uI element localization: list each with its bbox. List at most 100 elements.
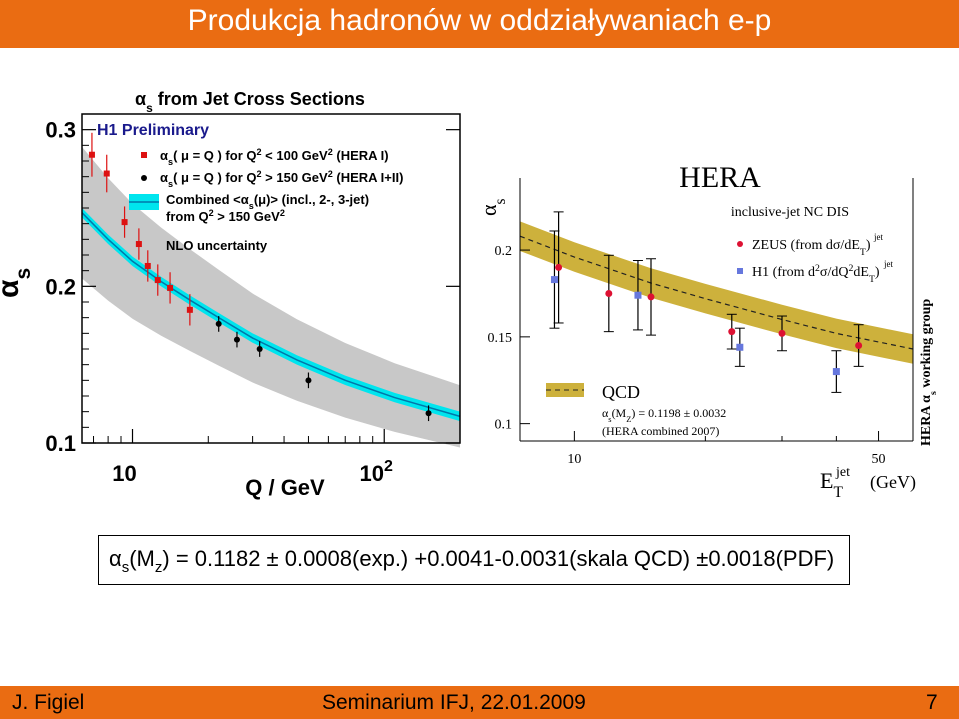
right-point-h1 [832,368,840,376]
hera-subtitle: inclusive-jet NC DIS [731,205,849,220]
legend-text-combined: Combined <αs(μ)> (incl., 2-, 3-jet) [166,192,369,211]
right-x-axis-label-sup: jet [835,465,850,480]
formula-open: (M [129,546,155,571]
left-y-axis-label: αs [0,268,35,298]
qcd-legend-note: (HERA combined 2007) [602,424,719,438]
left-y-axis-label-part: s [12,268,35,280]
right-point-h1 [550,276,558,284]
left-ytick-label: 0.3 [45,118,76,143]
right-x-axis-label-part: T [833,484,843,501]
left-chart-title-part: α [135,89,146,109]
legend-text-hera1-part: 2 [257,147,262,157]
right-x-axis-label-part: E [820,468,833,493]
legend-text-h1-part: H1 [752,265,773,280]
hera-title: HERA [679,161,761,194]
left-xtick-sup: 2 [384,458,393,475]
left-chart-title-part: from Jet Cross Sections [153,89,365,109]
legend-marker-h1 [737,268,743,274]
right-x-axis-unit: (GeV) [870,472,916,493]
legend-text-h1-part: σ/dQ [820,265,849,280]
legend-text-combined-cut-part: 2 [280,208,285,218]
legend-marker-hera1 [141,152,147,158]
nlo-uncertainty-band [82,146,460,448]
hera-working-group-label-part: HERA [919,403,934,446]
footer-author: J. Figiel [12,691,85,714]
formula-sub-z: z [154,559,163,576]
footer-page: 7 [926,691,938,714]
footer-event: Seminarium IFJ, 22.01.2009 [322,691,586,714]
legend-text-combined-cut-part: > 150 GeV [214,209,280,224]
legend-marker-nlo [129,237,159,253]
qcd-legend-value-part: Z [626,415,631,424]
legend-text-combined-cut-part: 2 [209,208,214,218]
left-point-hera1 [121,219,128,226]
left-chart-frame [81,113,461,444]
left-point-hera2 [256,346,263,352]
legend-text-hera1-part: s [168,157,173,167]
legend-text-hera2-part: 2 [257,169,262,179]
formula-alpha: α [109,546,122,571]
right-point-zeus [778,329,786,337]
right-y-axis-label-part: α [476,204,501,216]
legend-text-h1-part: ) [875,265,880,280]
left-point-hera1 [88,151,95,158]
left-chart-title-part: s [146,101,153,115]
right-x-axis-label: ET [820,468,843,501]
alpha-s-formula-box: αs(Mz) = 0.1182 ± 0.0008(exp.) +0.0041-0… [98,535,850,585]
legend-text-hera2: αs( μ = Q ) for Q2 > 150 GeV2 (HERA I+II… [160,169,403,189]
right-ytick-label: 0.2 [495,244,513,259]
qcd-legend-value-part: s [608,415,611,424]
legend-text-h1: H1 (from d2σ/dQ2dET) [752,263,880,285]
right-xtick-label: 50 [872,452,886,467]
hera-working-group-label: HERA αs working group [919,299,939,446]
qcd-central-line [519,235,914,350]
left-point-hera1 [144,262,151,269]
legend-text-hera2-part: α [160,170,168,185]
legend-text-h1-part: T [869,274,875,285]
right-point-zeus [555,263,563,271]
legend-text-zeus-part: T [860,247,866,258]
legend-text-nlo: NLO uncertainty [166,238,268,253]
legend-text-hera2-part: > 150 GeV [262,170,328,185]
left-point-hera2 [425,410,432,417]
legend-text-zeus-sup: jet [873,232,883,242]
right-point-h1 [736,343,744,351]
h1-preliminary-label: H1 Preliminary [97,122,209,139]
left-point-hera1 [135,241,142,248]
left-x-axis-label: Q / GeV [245,475,325,500]
legend-text-hera2-part: ( μ = Q ) for Q [173,170,256,185]
title-bar: Produkcja hadronów w oddziaływaniach e-p [0,0,959,48]
legend-text-hera2-part: (HERA I+II) [333,170,404,185]
legend-text-h1-part: 2 [815,263,820,274]
legend-text-zeus-part: ZEUS [752,238,791,253]
right-y-axis-label-part: s [492,198,509,204]
footer-bar: J. Figiel Seminarium IFJ, 22.01.2009 7 [0,686,959,719]
legend-text-h1-part: 2 [848,263,853,274]
left-point-hera1 [154,277,161,284]
left-point-hera1 [167,284,174,291]
left-ytick-label: 0.2 [45,274,76,299]
legend-text-hera1-part: ( μ = Q ) for Q [173,148,256,163]
qcd-legend-value: αs(MZ) = 0.1198 ± 0.0032 [602,406,726,424]
left-ytick-label: 0.1 [45,431,76,456]
legend-text-hera1: αs( μ = Q ) for Q2 < 100 GeV2 (HERA I) [160,147,389,167]
legend-text-h1-part: dE [853,265,869,280]
left-point-hera2 [233,336,240,343]
legend-text-hera1-part: (HERA I) [333,148,389,163]
formula-rest: ) = 0.1182 ± 0.0008(exp.) +0.0041-0.0031… [162,546,835,571]
legend-text-hera2-part: s [168,179,173,189]
legend-marker-hera2 [141,175,147,181]
legend-text-zeus-part: ) [866,238,871,253]
legend-text-combined-part: s [249,201,254,211]
legend-text-hera1-part: < 100 GeV [262,148,328,163]
legend-text-combined-part: (μ)> (incl., 2-, 3-jet) [254,192,369,207]
legend-text-h1-sup: jet [883,259,893,269]
qcd-legend-value-part: ) = 0.1198 ± 0.0032 [631,406,726,420]
left-y-axis-label-part: α [0,279,25,298]
slide-title: Produkcja hadronów w oddziaływaniach e-p [187,4,772,37]
hera-working-group-label-part: α [919,395,934,403]
legend-text-zeus-part: (from dσ/dE [791,238,860,253]
legend-marker-zeus [737,241,743,247]
left-point-hera1 [103,170,110,177]
